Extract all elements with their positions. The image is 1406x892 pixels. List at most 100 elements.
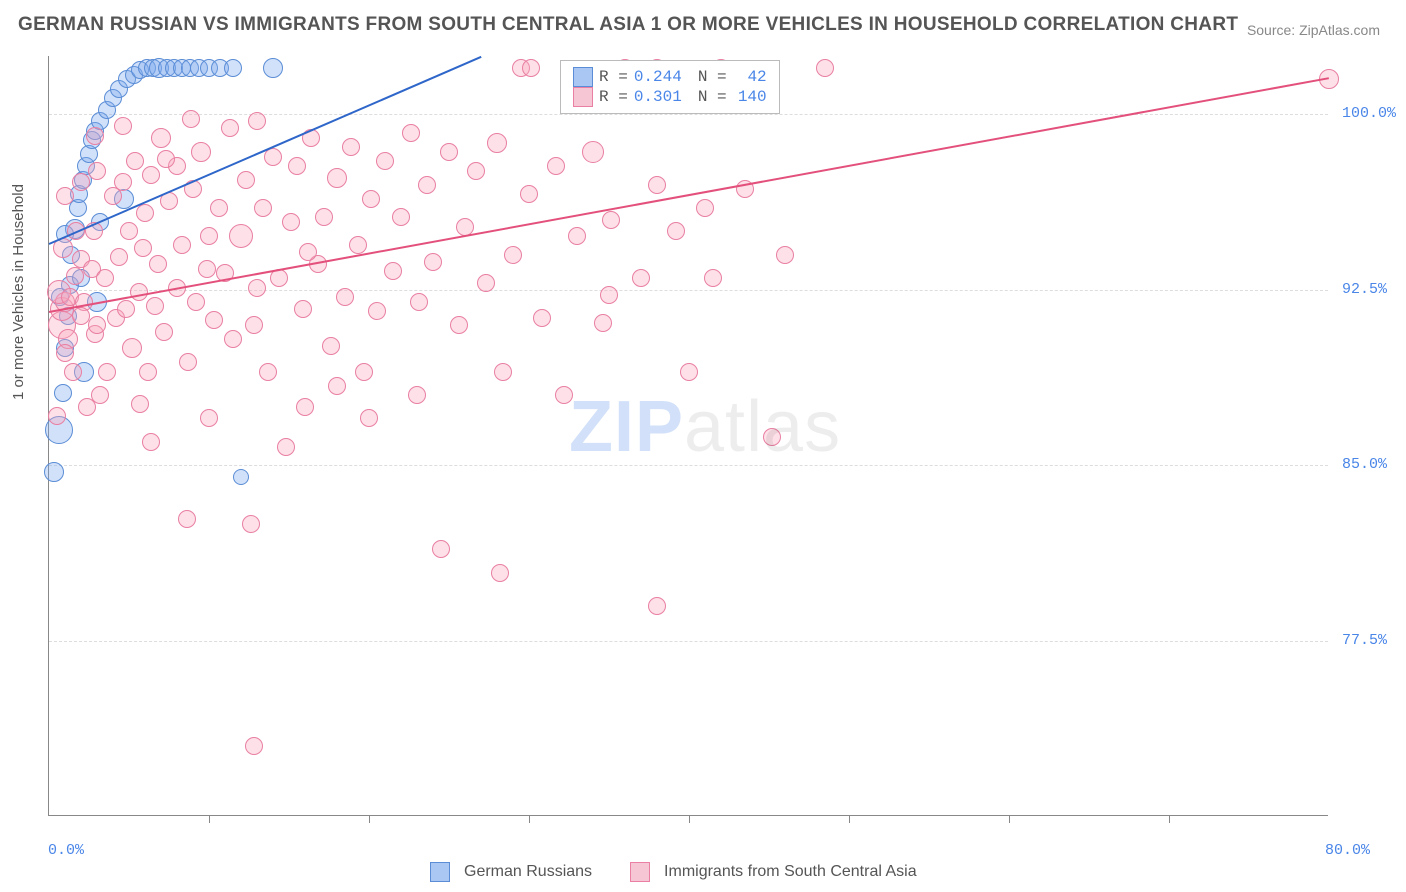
data-point [648, 597, 666, 615]
data-point [142, 433, 160, 451]
data-point [224, 59, 242, 77]
data-point [48, 407, 66, 425]
data-point [432, 540, 450, 558]
data-point [328, 377, 346, 395]
data-point [533, 309, 551, 327]
data-point [696, 199, 714, 217]
gridline [49, 290, 1328, 291]
data-point [355, 363, 373, 381]
x-tick [849, 815, 850, 823]
data-point [491, 564, 509, 582]
x-tick [689, 815, 690, 823]
data-point [86, 127, 104, 145]
data-point [487, 133, 507, 153]
data-point [282, 213, 300, 231]
source-label: Source: ZipAtlas.com [1247, 22, 1380, 38]
y-tick-label: 77.5% [1342, 632, 1387, 649]
data-point [88, 162, 106, 180]
data-point [242, 515, 260, 533]
data-point [327, 168, 347, 188]
data-point [680, 363, 698, 381]
data-point [224, 330, 242, 348]
legend-row: R =0.244N =42 [573, 67, 767, 87]
legend-swatch [573, 67, 593, 87]
data-point [547, 157, 565, 175]
data-point [117, 300, 135, 318]
data-point [149, 255, 167, 273]
x-tick [1169, 815, 1170, 823]
data-point [368, 302, 386, 320]
data-point [91, 386, 109, 404]
data-point [392, 208, 410, 226]
data-point [294, 300, 312, 318]
data-point [648, 176, 666, 194]
data-point [288, 157, 306, 175]
data-point [54, 384, 72, 402]
y-tick-label: 85.0% [1342, 456, 1387, 473]
data-point [299, 243, 317, 261]
data-point [56, 344, 74, 362]
data-point [139, 363, 157, 381]
correlation-legend: R =0.244N =42R = 0.301 N = 140 [560, 60, 780, 114]
data-point [187, 293, 205, 311]
gridline [49, 641, 1328, 642]
data-point [704, 269, 722, 287]
legend-n-label: N = [698, 68, 727, 86]
data-point [408, 386, 426, 404]
gridline [49, 465, 1328, 466]
data-point [44, 462, 64, 482]
legend-series-label: Immigrants from South Central Asia [664, 863, 917, 881]
data-point [632, 269, 650, 287]
data-point [254, 199, 272, 217]
data-point [122, 338, 142, 358]
data-point [157, 150, 175, 168]
data-point [88, 316, 106, 334]
data-point [151, 128, 171, 148]
data-point [424, 253, 442, 271]
legend-r-value: 0.301 [634, 88, 682, 106]
data-point [360, 409, 378, 427]
data-point [467, 162, 485, 180]
data-point [582, 141, 604, 163]
legend-series-label: German Russians [464, 863, 592, 881]
plot-area: ZIPatlas [48, 56, 1328, 816]
data-point [263, 58, 283, 78]
data-point [602, 211, 620, 229]
watermark-atlas: atlas [684, 387, 841, 467]
data-point [296, 398, 314, 416]
data-point [200, 227, 218, 245]
legend-n-value: 140 [733, 88, 767, 106]
data-point [763, 428, 781, 446]
data-point [245, 737, 263, 755]
data-point [277, 438, 295, 456]
data-point [568, 227, 586, 245]
data-point [494, 363, 512, 381]
data-point [418, 176, 436, 194]
data-point [210, 199, 228, 217]
data-point [200, 409, 218, 427]
data-point [522, 59, 540, 77]
data-point [191, 142, 211, 162]
legend-r-label: R = [599, 88, 628, 106]
data-point [233, 469, 249, 485]
data-point [349, 236, 367, 254]
data-point [134, 239, 152, 257]
data-point [72, 307, 90, 325]
data-point [555, 386, 573, 404]
data-point [130, 283, 148, 301]
data-point [245, 316, 263, 334]
data-point [504, 246, 522, 264]
data-point [110, 248, 128, 266]
data-point [182, 110, 200, 128]
data-point [64, 363, 82, 381]
x-axis-min-label: 0.0% [48, 842, 84, 859]
data-point [131, 395, 149, 413]
data-point [146, 297, 164, 315]
data-point [66, 267, 84, 285]
y-tick-label: 92.5% [1342, 281, 1387, 298]
data-point [410, 293, 428, 311]
data-point [72, 173, 90, 191]
data-point [178, 510, 196, 528]
data-point [384, 262, 402, 280]
data-point [402, 124, 420, 142]
